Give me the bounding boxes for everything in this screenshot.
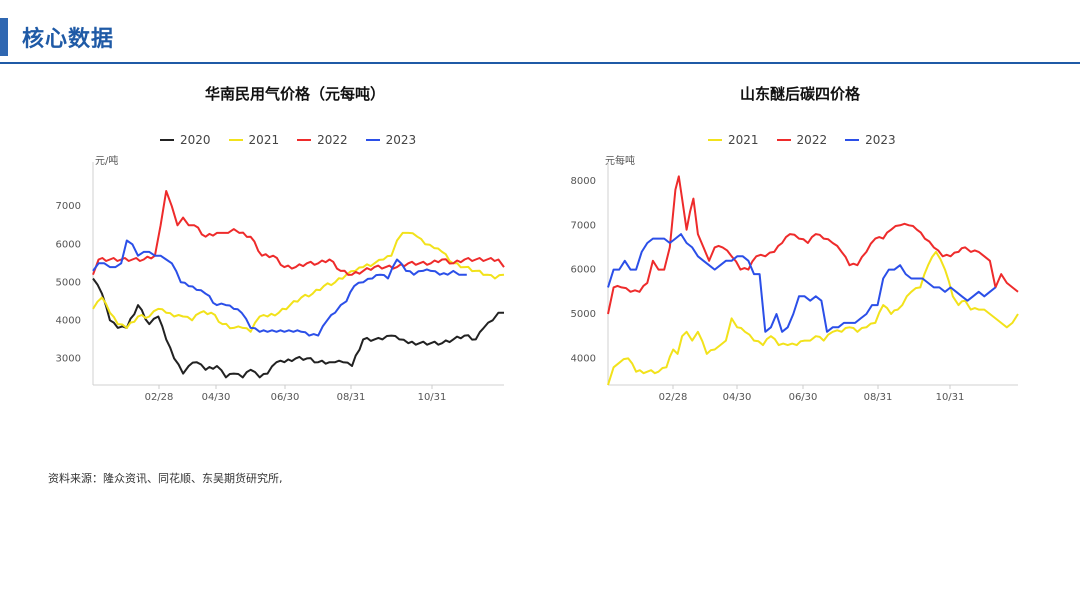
- x-tick-label: 08/31: [864, 392, 893, 403]
- legend-label: 2022: [796, 133, 828, 147]
- x-tick-label: 06/30: [271, 392, 300, 403]
- x-tick-label: 04/30: [723, 392, 752, 403]
- slide-header: 核心数据: [0, 0, 1080, 64]
- y-tick-label: 6000: [56, 239, 81, 250]
- legend-swatch: [160, 139, 174, 141]
- legend-label: 2023: [865, 133, 896, 147]
- legend-label: 2020: [180, 133, 211, 147]
- series-line-2021: [607, 250, 1019, 386]
- chart-legend: 2021 2022 2023: [708, 133, 896, 147]
- legend-item-2021: 2021: [708, 133, 759, 147]
- legend-label: 2022: [317, 133, 348, 147]
- legend-swatch: [228, 139, 243, 141]
- x-tick-label: 02/28: [145, 392, 174, 403]
- x-tick-label: 02/28: [659, 392, 688, 403]
- series-line-2023: [92, 239, 467, 337]
- legend-swatch: [297, 139, 312, 141]
- legend-item-2022: 2022: [776, 133, 828, 147]
- chart-plot-area: 4000 5000 6000 7000 8000 02/28 04/30 06/30 08/31…: [571, 162, 1019, 403]
- x-tick-label: 10/31: [418, 392, 447, 403]
- chart-plot-area: 3000 4000 5000 6000 7000 02/28 04/30 06/30 08/31…: [56, 162, 505, 403]
- legend-item-2020: 2020: [160, 133, 211, 147]
- legend-swatch: [776, 139, 791, 141]
- legend-item-2022: 2022: [297, 133, 348, 147]
- chart-panel-shandong-c4: 山东醚后碳四价格 2021 2022 2023 元每吨 4000 5000 6000…: [560, 80, 1040, 403]
- series-line-2020: [92, 277, 504, 379]
- legend-swatch: [365, 139, 380, 141]
- legend-item-2021: 2021: [228, 133, 280, 147]
- header-accent-bar: [0, 18, 8, 56]
- series-line-2022: [607, 175, 1019, 315]
- legend-item-2023: 2023: [845, 133, 896, 147]
- y-tick-label: 4000: [56, 315, 81, 326]
- y-tick-label: 7000: [571, 220, 596, 231]
- chart-title: 山东醚后碳四价格: [739, 85, 860, 103]
- legend-swatch: [845, 139, 860, 141]
- legend-label: 2023: [385, 133, 417, 147]
- x-tick-label: 06/30: [789, 392, 818, 403]
- legend-item-2023: 2023: [365, 133, 417, 147]
- x-tick-label: 08/31: [337, 392, 366, 403]
- series-line-2022: [92, 190, 505, 276]
- y-tick-label: 8000: [571, 176, 596, 187]
- y-axis-unit: 元每吨: [605, 156, 635, 167]
- series-line-2021: [92, 231, 505, 333]
- legend-label: 2021: [248, 133, 280, 147]
- legend-swatch: [708, 139, 722, 141]
- y-tick-label: 4000: [571, 353, 596, 364]
- chart-panel-south-china-lpg: 华南民用气价格（元每吨） 2020 2021 2022 2023 元/吨 300…: [56, 80, 530, 403]
- y-axis-unit: 元/吨: [95, 156, 119, 167]
- x-tick-label: 04/30: [202, 392, 231, 403]
- chart-title: 华南民用气价格（元每吨）: [204, 85, 385, 103]
- y-tick-label: 5000: [56, 277, 81, 288]
- header-divider: [0, 62, 1080, 64]
- y-tick-label: 5000: [571, 309, 596, 320]
- source-note: 资料来源：隆众资讯、同花顺、东吴期货研究所,: [48, 472, 283, 485]
- x-tick-label: 10/31: [936, 392, 965, 403]
- series-line-2023: [607, 233, 997, 333]
- y-tick-label: 3000: [56, 353, 81, 364]
- chart-legend: 2020 2021 2022 2023: [160, 133, 416, 147]
- legend-label: 2021: [728, 133, 759, 147]
- y-tick-label: 6000: [571, 265, 596, 276]
- page-title: 核心数据: [22, 27, 115, 52]
- y-tick-label: 7000: [56, 201, 81, 212]
